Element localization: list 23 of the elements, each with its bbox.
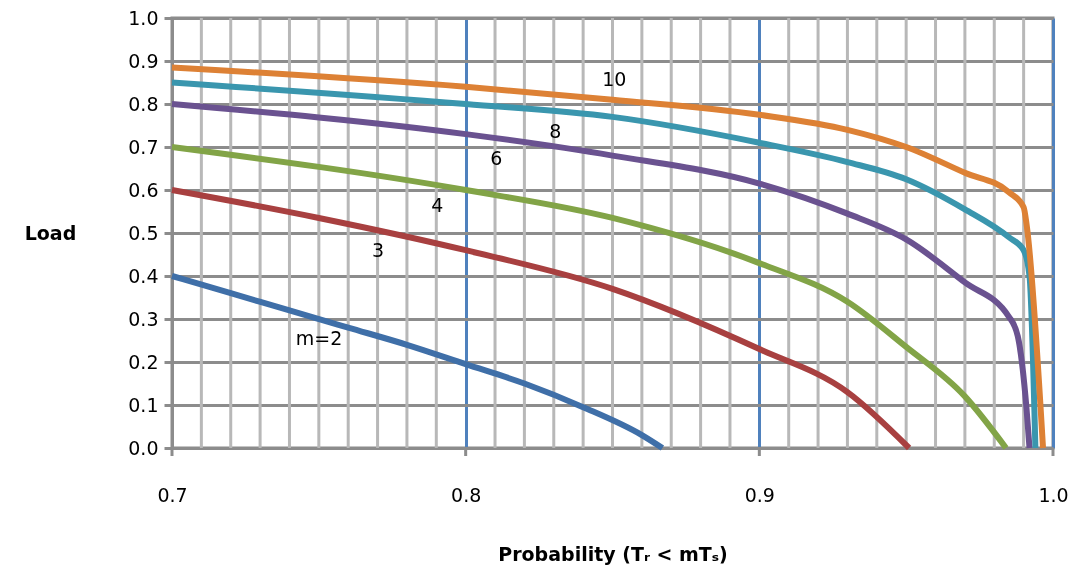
y-tick-label: 0.8 bbox=[128, 92, 159, 115]
y-axis-title: Load bbox=[24, 221, 77, 244]
series-label: m=2 bbox=[295, 327, 343, 350]
x-axis-title: Probability (Tᵣ < mTₛ) bbox=[498, 542, 728, 565]
y-tick-label: 0.0 bbox=[128, 436, 159, 459]
y-tick-label: 1.0 bbox=[128, 6, 159, 29]
y-tick-label: 0.3 bbox=[128, 307, 159, 330]
x-tick-label: 0.9 bbox=[744, 483, 775, 506]
series-label: 3 bbox=[372, 238, 385, 261]
series-label: 8 bbox=[549, 119, 562, 142]
y-tick-label: 0.4 bbox=[128, 264, 159, 287]
y-tick-label: 0.1 bbox=[128, 393, 159, 416]
y-tick-label: 0.6 bbox=[128, 178, 159, 201]
x-tick-label: 0.7 bbox=[157, 483, 188, 506]
y-tick-label: 0.2 bbox=[128, 350, 159, 373]
x-tick-label: 1.0 bbox=[1038, 483, 1069, 506]
x-tick-label: 0.8 bbox=[451, 483, 482, 506]
y-tick-label: 0.7 bbox=[128, 135, 159, 158]
y-tick-label: 0.5 bbox=[128, 221, 159, 244]
y-tick-label: 0.9 bbox=[128, 49, 159, 72]
series-label: 4 bbox=[431, 193, 444, 216]
series-label: 10 bbox=[602, 67, 627, 90]
series-label: 6 bbox=[490, 146, 503, 169]
